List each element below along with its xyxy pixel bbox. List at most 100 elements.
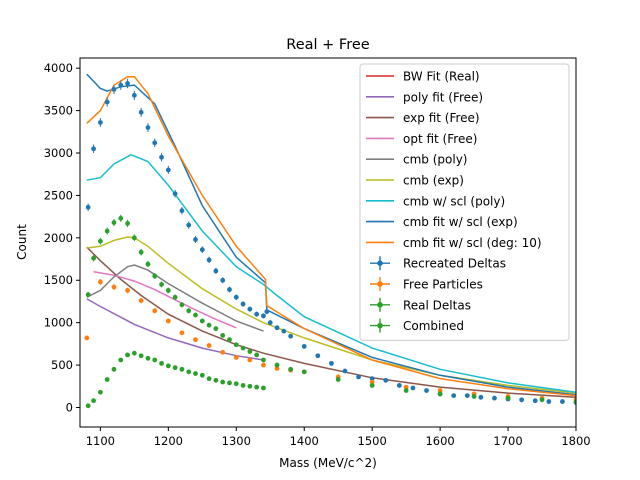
legend-label: BW Fit (Real) — [403, 70, 480, 84]
data-point — [233, 342, 239, 348]
data-point — [261, 362, 266, 368]
data-point — [152, 140, 158, 146]
data-point — [267, 320, 273, 326]
line-4 — [86, 264, 264, 332]
data-point — [111, 86, 117, 92]
data-point — [131, 350, 137, 356]
data-point — [179, 366, 185, 372]
data-point — [152, 357, 158, 363]
legend-marker-swatch — [377, 260, 383, 267]
data-point — [91, 255, 96, 261]
data-point — [281, 328, 287, 334]
y-tick-label: 2500 — [44, 188, 73, 202]
data-point — [261, 313, 266, 319]
data-point — [437, 388, 443, 393]
data-point — [233, 355, 239, 360]
data-point — [159, 154, 164, 160]
data-point — [288, 333, 294, 339]
data-point — [261, 385, 266, 391]
data-point — [118, 82, 124, 88]
data-point — [125, 81, 130, 86]
data-point — [125, 352, 130, 358]
x-tick-label: 1100 — [86, 434, 115, 448]
legend-entry: cmb w/ scl (poly) — [366, 194, 505, 208]
data-point — [85, 403, 91, 409]
data-point — [233, 381, 239, 387]
data-point — [240, 301, 246, 307]
data-point — [145, 355, 151, 361]
data-point — [165, 363, 171, 369]
line-5 — [86, 236, 576, 394]
data-point — [396, 383, 402, 388]
legend-entry: Free Particles — [370, 277, 483, 292]
data-point — [274, 366, 280, 371]
data-point — [492, 395, 497, 401]
data-point — [118, 357, 124, 363]
data-point — [254, 311, 260, 317]
legend-marker-swatch — [377, 322, 383, 329]
data-point — [85, 292, 91, 298]
data-point — [288, 366, 294, 372]
legend-label: Combined — [403, 319, 464, 333]
data-point — [179, 302, 185, 308]
data-point — [247, 306, 253, 312]
data-point — [328, 360, 334, 366]
data-point — [403, 384, 409, 390]
data-point — [97, 120, 103, 125]
data-point — [206, 376, 212, 382]
data-point — [335, 377, 341, 382]
data-point — [301, 344, 307, 349]
data-point — [342, 368, 348, 374]
legend-entry: BW Fit (Real) — [366, 70, 480, 84]
data-point — [186, 222, 192, 228]
y-tick-label: 3000 — [44, 146, 73, 160]
legend-entry: Recreated Deltas — [370, 256, 506, 271]
legend-marker-swatch — [377, 281, 383, 287]
y-tick-label: 2000 — [44, 231, 73, 245]
data-point — [172, 365, 178, 371]
data-point — [145, 125, 151, 130]
y-tick-label: 4000 — [44, 61, 73, 75]
data-point — [213, 268, 219, 274]
data-point — [247, 349, 253, 354]
legend-entry: poly fit (Free) — [366, 90, 483, 104]
chart-title: Real + Free — [286, 37, 369, 53]
data-point — [464, 393, 470, 399]
data-point — [227, 337, 232, 343]
data-point — [152, 273, 158, 279]
legend-label: Recreated Deltas — [403, 257, 506, 271]
data-point — [220, 277, 226, 283]
data-point — [138, 353, 144, 359]
data-point — [274, 362, 280, 368]
data-point — [179, 330, 185, 336]
data-point — [213, 326, 219, 331]
data-point — [165, 318, 171, 324]
data-point — [186, 308, 192, 314]
data-point — [85, 204, 91, 210]
legend-label: Real Deltas — [403, 298, 471, 312]
legend-label: cmb (exp) — [403, 174, 464, 188]
legend-entry: opt fit (Free) — [366, 132, 477, 146]
data-point — [111, 220, 117, 225]
data-point — [560, 399, 565, 404]
data-point — [111, 366, 117, 372]
line-3 — [93, 271, 237, 329]
data-point — [91, 398, 96, 404]
x-tick-label: 1200 — [154, 434, 183, 448]
data-point — [97, 279, 103, 285]
data-point — [274, 325, 280, 331]
data-point — [193, 371, 198, 376]
data-point — [97, 238, 103, 244]
data-point — [199, 372, 205, 378]
data-point — [478, 394, 484, 400]
data-point — [206, 343, 212, 348]
data-point — [451, 393, 457, 399]
x-axis-label: Mass (MeV/c^2) — [279, 456, 377, 470]
x-axis: 1100 1200 1300 1400 1500 1600 1700 1800 — [86, 427, 591, 448]
data-point — [193, 237, 198, 242]
data-point — [138, 109, 144, 115]
x-tick-label: 1400 — [290, 434, 319, 448]
data-point — [206, 322, 212, 328]
data-point — [247, 357, 253, 363]
data-point — [403, 388, 409, 393]
